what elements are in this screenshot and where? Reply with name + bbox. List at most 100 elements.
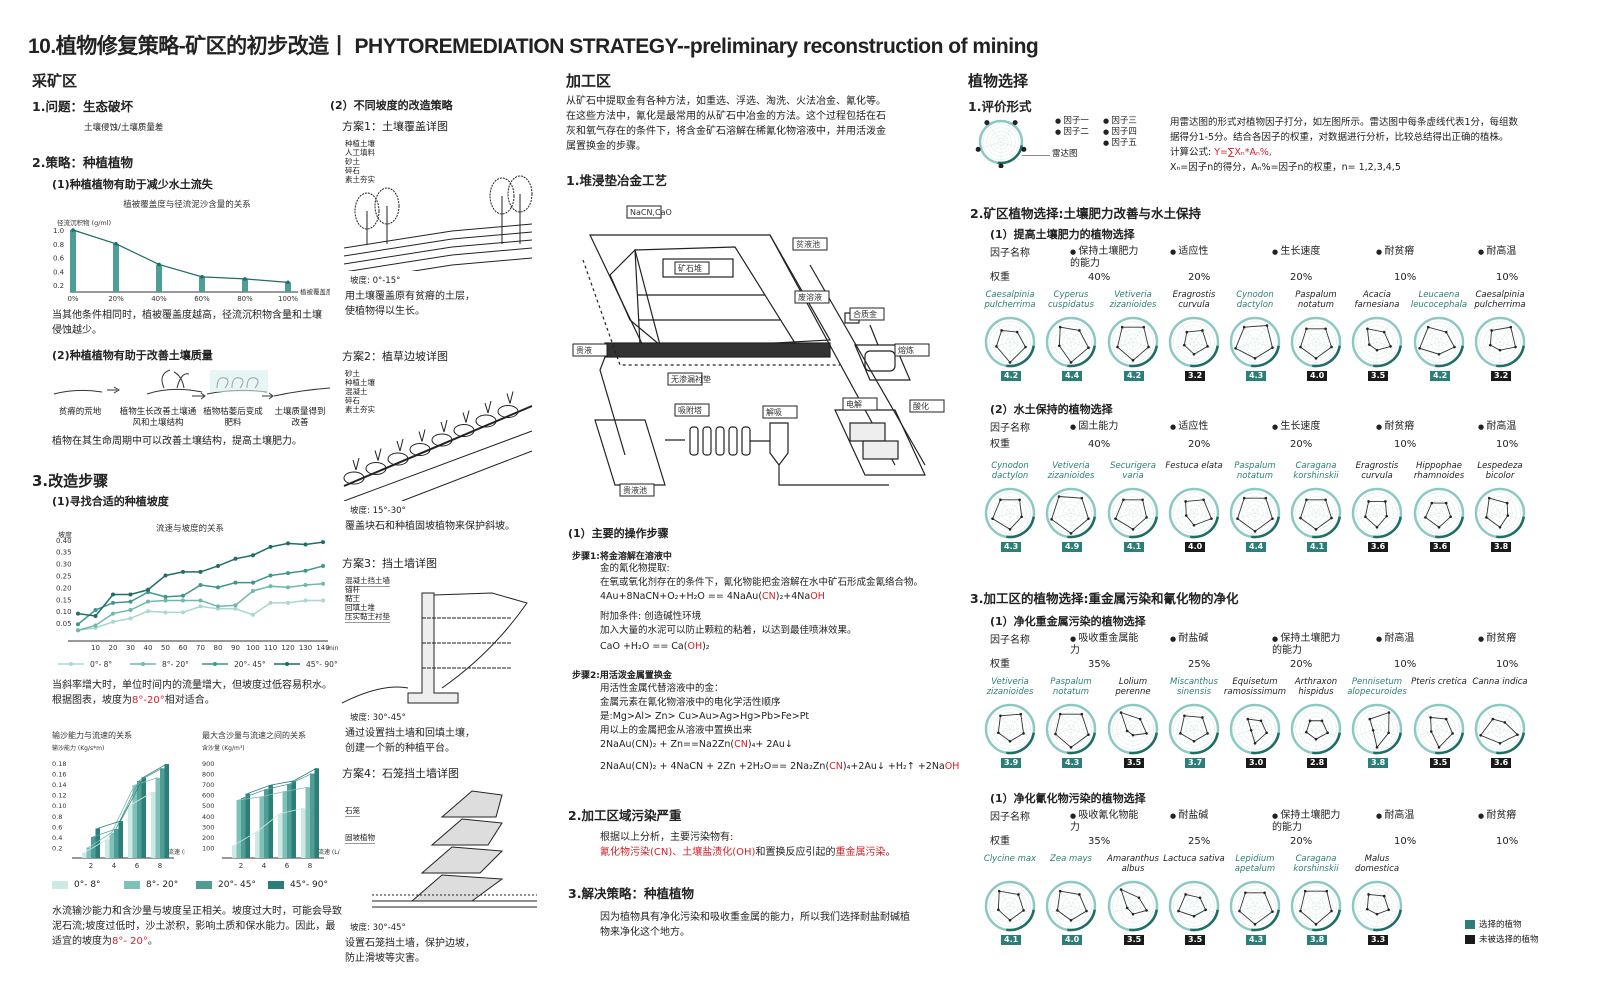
bar (285, 282, 291, 292)
plant-radar-chart (984, 316, 1036, 368)
plan-description: 防止滑坡等灾害。 (345, 953, 425, 964)
plant-radar-chart (1351, 487, 1403, 539)
data-point (198, 598, 203, 603)
plan-description: 创建一个新的种植平台。 (345, 743, 455, 754)
bar-legend: 0°- 8° 8°- 20° 20°- 45° 45°- 90° (52, 880, 340, 890)
plant-score: 3.5 (1124, 758, 1145, 768)
y-tick: 0.2 (52, 844, 62, 852)
plant-radar-chart (1413, 316, 1465, 368)
plan-description: 使植物得以生长。 (345, 306, 425, 317)
intro-line: 灰和氧气存在的条件下，将含金矿石溶解在稀氰化物溶液中，并用活泼金 (566, 126, 886, 137)
bar (287, 784, 292, 858)
radar-label: 雷达图 (1052, 149, 1078, 159)
data-point (286, 571, 290, 576)
plant-radar-chart (1474, 316, 1526, 368)
factor-name-label: 因子名称 (990, 423, 1030, 434)
plant-radar-chart (1351, 316, 1403, 368)
strategy-sub2-text: 植物在其生命周期中可以改善土壤结构，提高土壤肥力。 (52, 436, 302, 447)
plant-name: Vetiveria zizanioides (1109, 290, 1157, 310)
chart-title: 输沙能力与流速的关系 (52, 730, 132, 740)
strategy-sub1: (1)种植植物有助于减少水土流失 (52, 178, 213, 191)
plant-score: 3.6 (1368, 542, 1389, 552)
plan-description: 通过设置挡土墙和回填土壤， (345, 728, 475, 739)
plant-score: 4.2 (1001, 371, 1022, 381)
plant-name: Pteris cretica (1411, 677, 1467, 687)
processing-heading: 加工区 (566, 72, 612, 90)
formula: 计算公式: Y=∑Xₙ*Aₙ%, (1170, 147, 1272, 158)
plant-score: 4.3 (1246, 371, 1267, 381)
legend-selected: 选择的植物 (1465, 920, 1522, 931)
plant-score: 3.8 (1307, 935, 1328, 945)
bar (305, 787, 310, 858)
y-tick: 800 (202, 771, 214, 779)
label-box (674, 403, 710, 417)
label-box (894, 343, 930, 357)
label-box (667, 372, 703, 386)
legend-unselected: 未被选择的植物 (1465, 935, 1539, 946)
radar-polygon (1299, 328, 1333, 359)
plants-heading: 植物选择 (968, 72, 1029, 90)
diagram-label-electro: 电解 (846, 399, 862, 409)
y-tick: 0.25 (56, 572, 72, 580)
process-step-2: 植物生长改善土壤通风和土壤结构 (119, 407, 197, 428)
data-point (76, 622, 80, 627)
pollution-title: 2.加工区域污染严重 (568, 808, 682, 823)
radar-polygon (1116, 326, 1150, 361)
x-tick: 30 (126, 644, 135, 652)
strategy-sub1-text2: 侵蚀越少。 (52, 325, 102, 336)
factor-header: ● 吸收重金属能力 (1070, 633, 1139, 656)
slope-range: 坡度: 30°-45° (350, 923, 406, 933)
x-tick: 20% (108, 295, 124, 303)
factor-header: ● 耐贫瘠 (1376, 246, 1415, 257)
radar-polygon (1479, 718, 1519, 744)
y-tick: 0.18 (52, 760, 66, 768)
label-box (792, 237, 828, 251)
radar-polygon (997, 890, 1025, 921)
plant-score: 4.3 (1062, 758, 1083, 768)
chart-title: 植被覆盖度与径流泥沙含量的关系 (123, 199, 251, 210)
plant-radar-chart (1290, 880, 1342, 932)
y-tick: 0.2 (53, 282, 64, 290)
y-tick: 0.8 (53, 241, 64, 249)
plant-score: 4.3 (1246, 935, 1267, 945)
x-tick: 8 (158, 862, 162, 870)
bar (236, 799, 241, 858)
plan-1-section-diagram (343, 175, 533, 271)
data-point (181, 610, 185, 615)
plant-radar-chart (1045, 703, 1097, 755)
radar-polygon (1366, 328, 1392, 351)
radar-polygon (1056, 890, 1088, 921)
bar (291, 780, 296, 858)
data-point (303, 598, 308, 603)
plant-name: Eragrostis curvula (1172, 290, 1216, 310)
x-tick: 50 (161, 644, 170, 652)
plant-score: 3.5 (1185, 935, 1206, 945)
eval-desc: 用雷达图的形式对植物因子打分，如左图所示。雷达图中每条虚线代表1分，每组数 (1170, 117, 1519, 128)
bar (128, 805, 133, 858)
data-point (163, 610, 168, 615)
intro-line: 属置换金的步骤。 (566, 141, 646, 152)
factor-header: ● 保持土壤肥力的能力 (1272, 810, 1341, 833)
plant-radar-chart (1045, 316, 1097, 368)
steps-title: 3.改造步骤 (32, 472, 109, 490)
plant-radar-chart (1168, 316, 1220, 368)
radar-polygon (1485, 497, 1509, 528)
step1-body: 金的氰化物提取: 在氧或氧化剂存在的条件下，氰化物能把金溶解在水中矿石形成金氰络合… (600, 563, 924, 652)
legend-item: 20°- 45° (196, 880, 268, 890)
x-axis-label: 植被覆盖度 (300, 287, 330, 296)
diagram-label-pregnant: 贵液 (576, 345, 592, 355)
x-tick: 4 (112, 862, 117, 870)
bar (259, 796, 264, 858)
plant-radar-chart (1045, 880, 1097, 932)
sample-radar-icon (975, 119, 1027, 168)
x-tick: 100 (246, 644, 259, 652)
plant-score: 3.7 (1185, 758, 1206, 768)
y-tick: 700 (202, 781, 214, 789)
solution-title: 3.解决策略：种植植物 (568, 886, 694, 901)
problem-text: 土壤侵蚀/土壤质量差 (84, 123, 164, 133)
plant-radar-chart (1474, 487, 1526, 539)
y-tick: 400 (202, 813, 214, 821)
plant-name: Caesalpinia pulcherrima (1474, 290, 1526, 310)
